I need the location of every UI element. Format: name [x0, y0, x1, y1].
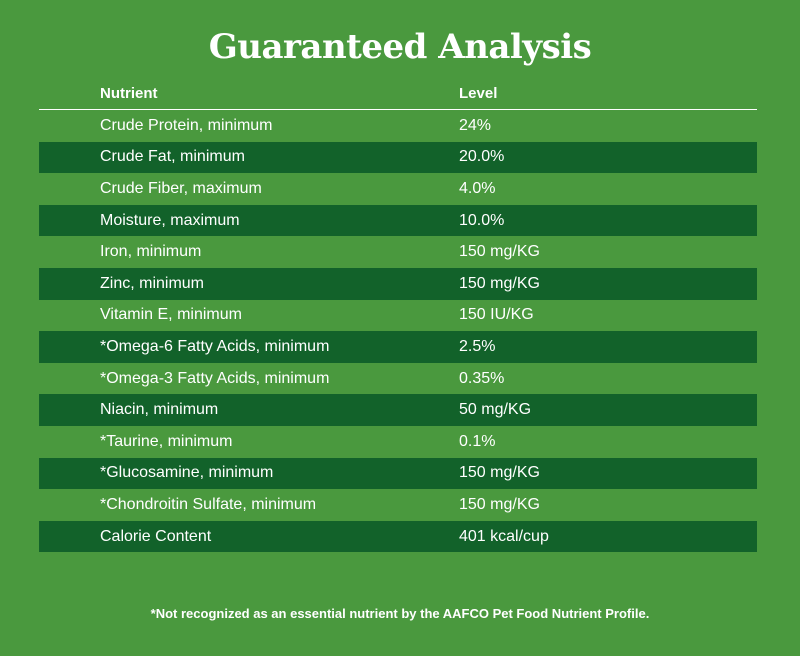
- table-row: Crude Fat, minimum 20.0%: [39, 141, 757, 174]
- nutrient-cell: Crude Fat, minimum: [100, 148, 245, 166]
- level-cell: 150 mg/KG: [459, 274, 540, 292]
- table-row: *Chondroitin Sulfate, minimum 150 mg/KG: [39, 489, 757, 521]
- page-title: Guaranteed Analysis: [208, 27, 592, 67]
- level-cell: 4.0%: [459, 179, 496, 197]
- level-cell: 0.35%: [459, 369, 505, 387]
- table-body: Crude Protein, minimum 24% Crude Fat, mini…: [39, 110, 757, 553]
- table-row: Crude Fiber, maximum 4.0%: [39, 173, 757, 205]
- nutrient-cell: Crude Protein, minimum: [100, 116, 273, 134]
- table-row: Zinc, minimum 150 mg/KG: [39, 267, 757, 300]
- table-row: *Omega-3 Fatty Acids, minimum 0.35%: [39, 363, 757, 395]
- header-nutrient: Nutrient: [100, 85, 158, 102]
- table-row: Moisture, maximum 10.0%: [39, 204, 757, 237]
- level-cell: 20.0%: [459, 148, 505, 166]
- level-cell: 401 kcal/cup: [459, 527, 549, 545]
- nutrient-cell: *Chondroitin Sulfate, minimum: [100, 495, 317, 513]
- nutrient-cell: *Glucosamine, minimum: [100, 464, 274, 482]
- level-cell: 150 mg/KG: [459, 495, 540, 513]
- level-cell: 150 mg/KG: [459, 243, 540, 261]
- level-cell: 150 mg/KG: [459, 464, 540, 482]
- footnote: *Not recognized as an essential nutrient…: [150, 606, 650, 621]
- level-cell: 150 IU/KG: [459, 306, 534, 324]
- table-row: Calorie Content 401 kcal/cup: [39, 520, 757, 553]
- nutrient-cell: *Taurine, minimum: [100, 432, 233, 450]
- nutrient-cell: Calorie Content: [100, 527, 212, 545]
- table-row: *Taurine, minimum 0.1%: [39, 426, 757, 458]
- nutrient-cell: Crude Fiber, maximum: [100, 179, 262, 197]
- table-row: Crude Protein, minimum 24%: [39, 110, 757, 142]
- level-cell: 50 mg/KG: [459, 401, 532, 419]
- header-level: Level: [459, 85, 498, 102]
- guaranteed-analysis-table: Nutrient Level Crude Protein, minimum 24%…: [39, 78, 757, 553]
- nutrient-cell: *Omega-6 Fatty Acids, minimum: [100, 337, 330, 355]
- nutrient-cell: *Omega-3 Fatty Acids, minimum: [100, 369, 330, 387]
- nutrient-cell: Iron, minimum: [100, 243, 202, 261]
- table-row: Iron, minimum 150 mg/KG: [39, 236, 757, 268]
- level-cell: 2.5%: [459, 337, 496, 355]
- table-row: Niacin, minimum 50 mg/KG: [39, 394, 757, 426]
- nutrient-cell: Niacin, minimum: [100, 401, 219, 419]
- nutrient-cell: Vitamin E, minimum: [100, 306, 242, 324]
- level-cell: 10.0%: [459, 211, 505, 229]
- nutrient-cell: Moisture, maximum: [100, 211, 240, 229]
- level-cell: 24%: [459, 116, 492, 134]
- level-cell: 0.1%: [459, 432, 496, 450]
- table-header-row: Nutrient Level: [39, 78, 757, 110]
- table-row: *Omega-6 Fatty Acids, minimum 2.5%: [39, 331, 757, 363]
- nutrient-cell: Zinc, minimum: [100, 274, 205, 292]
- table-row: *Glucosamine, minimum 150 mg/KG: [39, 457, 757, 490]
- table-row: Vitamin E, minimum 150 IU/KG: [39, 300, 757, 332]
